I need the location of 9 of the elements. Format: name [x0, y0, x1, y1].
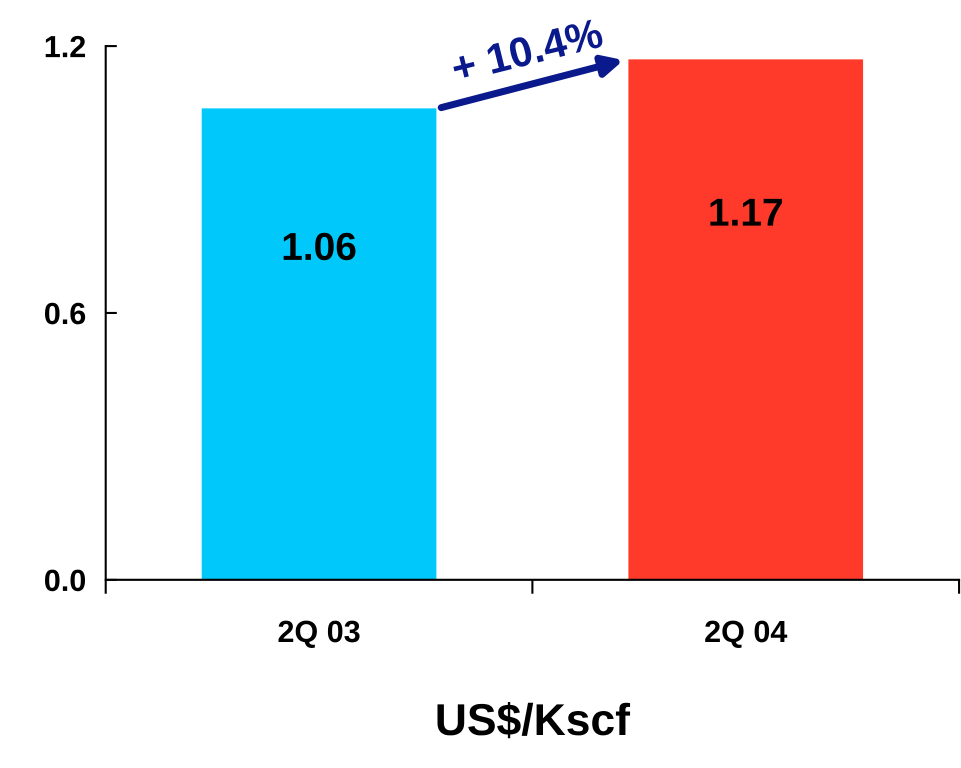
y-tick-label: 1.2: [46, 36, 86, 58]
y-tick-label: 0.6: [45, 302, 86, 324]
x-tick-label: 2Q 04: [705, 620, 788, 648]
annotation: + 10.4%: [450, 18, 604, 83]
x-axis-title: US$/Kscf: [437, 702, 630, 738]
x-tick-label: 2Q 03: [278, 620, 360, 648]
data-label: 1.06: [284, 232, 356, 260]
data-label: 1.17: [710, 198, 782, 226]
y-tick-label: 0.0: [45, 570, 86, 592]
